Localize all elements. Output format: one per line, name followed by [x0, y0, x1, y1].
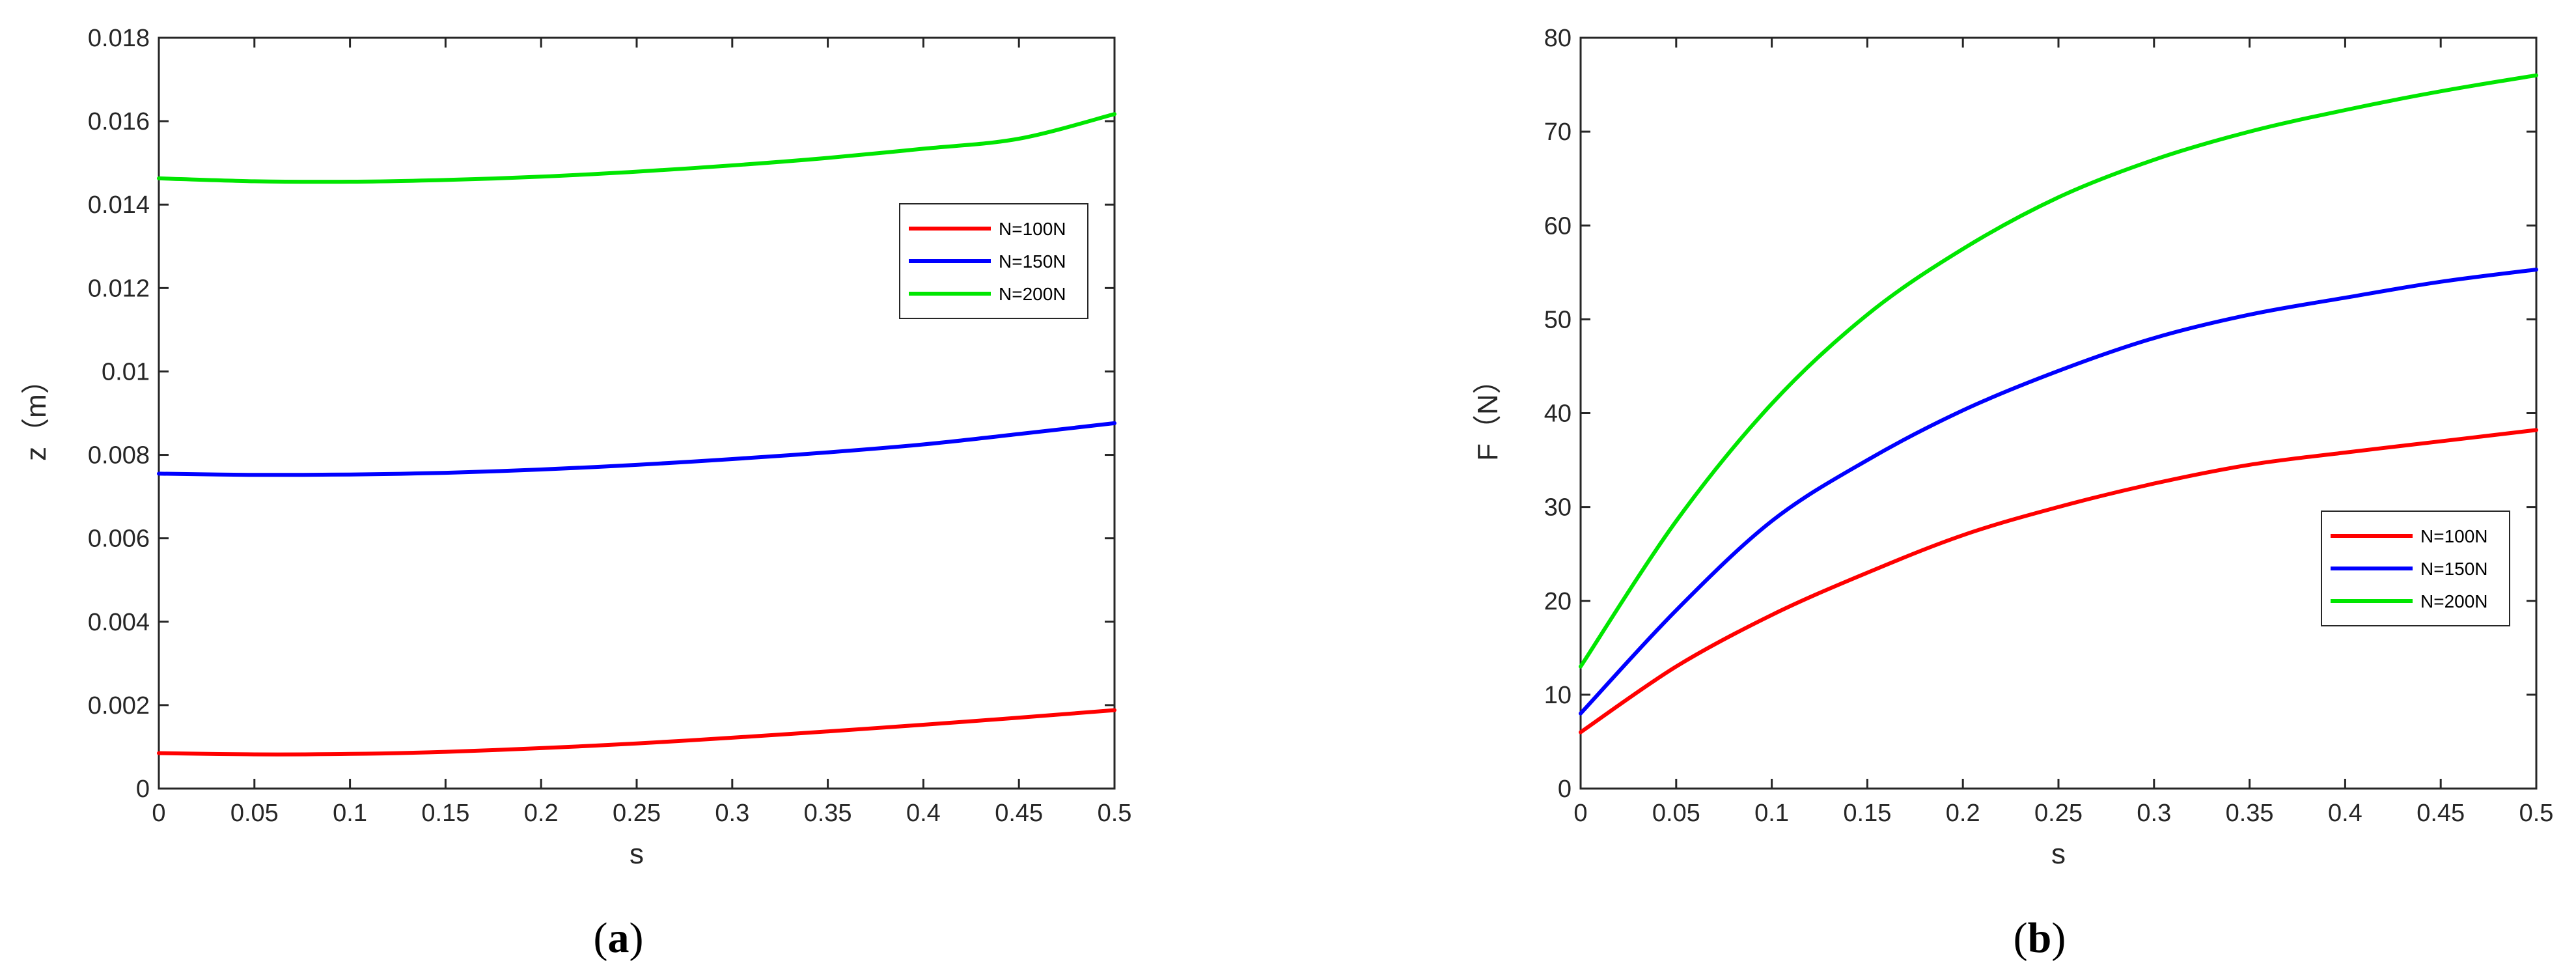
x-tick-label: 0.45: [995, 800, 1043, 827]
x-tick-label: 0.15: [1843, 800, 1891, 827]
legend-entry: N=150N: [999, 251, 1066, 272]
y-tick-label: 0.002: [88, 692, 150, 720]
caption-paren-close: ): [630, 914, 644, 962]
series-line-n-150n: [1579, 268, 2538, 716]
x-tick-label: 0.45: [2417, 800, 2465, 827]
x-tick-label: 0.1: [1754, 800, 1789, 827]
x-axis-label: s: [2051, 838, 2066, 870]
x-tick-label: 0.15: [421, 800, 469, 827]
x-tick-label: 0.4: [2328, 800, 2362, 827]
x-tick-label: 0.35: [804, 800, 852, 827]
y-tick-label: 30: [1544, 494, 1572, 522]
x-tick-label: 0.5: [1098, 800, 1132, 827]
x-tick-label: 0.2: [1946, 800, 1980, 827]
y-tick-label: 0.004: [88, 609, 150, 636]
y-tick-label: 50: [1544, 306, 1572, 333]
legend: N=100N N=150N N=200N: [2321, 511, 2510, 626]
y-axis-label: z（m）: [20, 365, 52, 461]
y-tick-label: 0.016: [88, 108, 150, 135]
plot-area-frame: [158, 36, 1116, 790]
x-tick-label: 0.4: [906, 800, 941, 827]
series-line-n-100n: [157, 708, 1116, 757]
x-tick-label: 0.5: [2519, 800, 2554, 827]
plot-area-frame: [1579, 36, 2538, 790]
series-line-n-100n: [1579, 428, 2538, 735]
y-axis-label: F（N）: [1472, 365, 1504, 461]
x-tick-label: 0.25: [613, 800, 661, 827]
chart-panel-a: 0 0.05 0.1 0.15 0.2 0.25 0.3 0.35 0.4 0.45 0.5 0 0.0…: [20, 25, 1131, 962]
y-tick-label: 60: [1544, 212, 1572, 240]
y-tick-label: 0: [136, 776, 150, 803]
y-tick-label: 0.006: [88, 525, 150, 553]
x-tick-label: 0.25: [2034, 800, 2083, 827]
series-line-n-200n: [1579, 73, 2538, 669]
y-tick-label: 70: [1544, 119, 1572, 146]
x-tick-label: 0.05: [1652, 800, 1700, 827]
y-tick-label: 20: [1544, 588, 1572, 615]
x-axis-label: s: [630, 838, 644, 870]
y-tick-label: 80: [1544, 25, 1572, 52]
legend-entry: N=100N: [999, 219, 1066, 239]
series-line-n-200n: [157, 112, 1116, 184]
x-tick-label: 0.1: [333, 800, 367, 827]
x-tick-label: 0: [152, 800, 165, 827]
x-tick-label: 0.3: [715, 800, 749, 827]
x-tick-label: 0.05: [230, 800, 279, 827]
y-tick-label: 0.01: [102, 358, 150, 385]
legend-entry: N=150N: [2420, 559, 2488, 579]
y-tick-label: 0.012: [88, 275, 150, 302]
legend-entry: N=200N: [2420, 591, 2488, 611]
y-tick-label: 0.018: [88, 25, 150, 52]
legend-entry: N=100N: [2420, 526, 2488, 546]
chart-panel-b: 0 0.05 0.1 0.15 0.2 0.25 0.3 0.35 0.4 0.45 0.5 0 10 2…: [1472, 25, 2553, 962]
panel-caption: (b): [2014, 914, 2066, 962]
y-tick-label: 0.008: [88, 442, 150, 469]
x-tick-label: 0.3: [2137, 800, 2171, 827]
caption-letter: b: [2028, 914, 2052, 962]
caption-letter: a: [608, 914, 630, 962]
panel-caption: (a): [594, 914, 644, 962]
x-tick-label: 0.35: [2226, 800, 2274, 827]
caption-paren-close: ): [2051, 914, 2066, 962]
y-tick-label: 10: [1544, 682, 1572, 709]
caption-paren-open: (: [2014, 914, 2028, 962]
caption-paren-open: (: [594, 914, 608, 962]
x-tick-label: 0: [1573, 800, 1587, 827]
legend-entry: N=200N: [999, 284, 1066, 304]
y-tick-label: 40: [1544, 400, 1572, 428]
y-tick-label: 0: [1558, 776, 1572, 803]
legend: N=100N N=150N N=200N: [899, 203, 1088, 319]
y-tick-label: 0.014: [88, 191, 150, 219]
x-tick-label: 0.2: [524, 800, 559, 827]
series-line-n-150n: [157, 421, 1116, 477]
